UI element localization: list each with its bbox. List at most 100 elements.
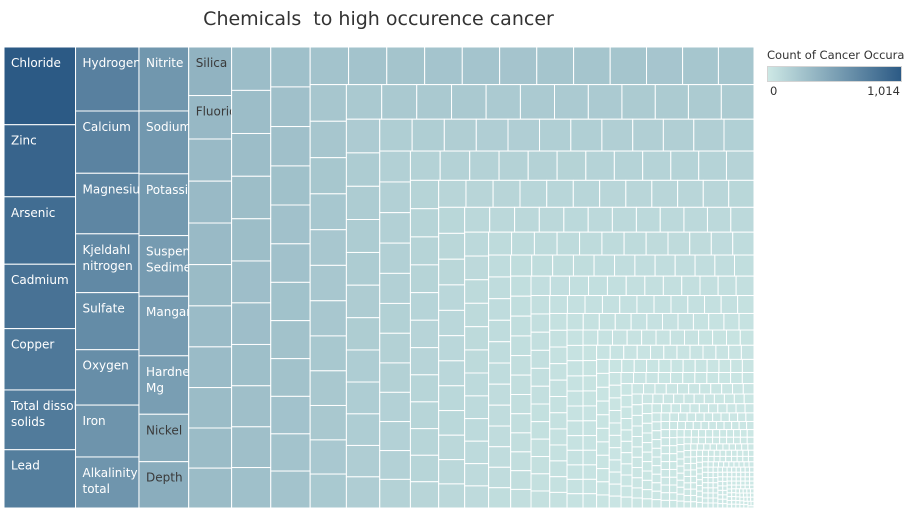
treemap-cell-unlabeled[interactable] xyxy=(582,449,598,466)
treemap-cell-unlabeled[interactable] xyxy=(707,455,715,463)
treemap-cell-unlabeled[interactable] xyxy=(596,358,610,374)
treemap-cell-unlabeled[interactable] xyxy=(652,393,664,405)
treemap-cell-unlabeled[interactable] xyxy=(714,254,735,277)
treemap-cell-unlabeled[interactable] xyxy=(631,414,643,427)
treemap-cell-unlabeled[interactable] xyxy=(601,295,621,314)
treemap-cell-unlabeled[interactable] xyxy=(549,312,568,331)
treemap-cell-unlabeled[interactable] xyxy=(566,464,584,480)
treemap-cell-unlabeled[interactable] xyxy=(723,312,740,331)
treemap-cell-unlabeled[interactable] xyxy=(510,254,533,277)
treemap-cell-unlabeled[interactable] xyxy=(712,471,719,479)
treemap-cell-unlabeled[interactable] xyxy=(492,179,521,208)
treemap-cell-unlabeled[interactable] xyxy=(188,180,233,224)
treemap-cell-unlabeled[interactable] xyxy=(531,254,554,277)
treemap-cell-unlabeled[interactable] xyxy=(661,403,672,414)
treemap-cell-unlabeled[interactable] xyxy=(231,47,272,91)
treemap-cell-unlabeled[interactable] xyxy=(718,461,725,468)
treemap-cell-unlabeled[interactable] xyxy=(608,447,622,461)
treemap-cell-unlabeled[interactable] xyxy=(631,456,643,469)
treemap-cell-unlabeled[interactable] xyxy=(539,118,572,152)
treemap-cell-unlabeled[interactable] xyxy=(660,420,671,431)
treemap-cell-unlabeled[interactable] xyxy=(726,403,737,414)
treemap-cell-unlabeled[interactable] xyxy=(631,487,643,499)
treemap-cell-unlabeled[interactable] xyxy=(650,344,665,360)
treemap-cell-unlabeled[interactable] xyxy=(704,295,722,314)
treemap-cell-unlabeled[interactable] xyxy=(572,254,595,277)
treemap-cell-unlabeled[interactable] xyxy=(735,488,741,494)
treemap-cell-unlabeled[interactable] xyxy=(731,503,737,508)
treemap-cell-unlabeled[interactable] xyxy=(510,295,532,317)
treemap-cell-unlabeled[interactable] xyxy=(705,429,714,438)
treemap-cell-unlabeled[interactable] xyxy=(676,444,685,453)
treemap-cell-unlabeled[interactable] xyxy=(740,471,746,478)
treemap-cell[interactable]: Sulfate xyxy=(75,292,140,351)
treemap-cell-unlabeled[interactable] xyxy=(345,444,381,478)
treemap-cell-unlabeled[interactable] xyxy=(270,281,311,322)
treemap-cell-unlabeled[interactable] xyxy=(345,118,381,154)
treemap-cell-unlabeled[interactable] xyxy=(188,467,233,508)
treemap-cell-unlabeled[interactable] xyxy=(716,443,724,451)
treemap-cell-unlabeled[interactable] xyxy=(651,499,662,508)
treemap-cell-unlabeled[interactable] xyxy=(641,432,653,444)
treemap-cell-unlabeled[interactable] xyxy=(657,371,672,385)
treemap-cell-unlabeled[interactable] xyxy=(733,436,741,445)
treemap-cell-unlabeled[interactable] xyxy=(717,494,724,500)
treemap-cell-unlabeled[interactable] xyxy=(438,483,466,508)
treemap-cell-unlabeled[interactable] xyxy=(345,349,381,383)
treemap-cell-unlabeled[interactable] xyxy=(698,429,707,438)
treemap-cell-unlabeled[interactable] xyxy=(701,461,709,468)
treemap-cell-unlabeled[interactable] xyxy=(566,344,584,362)
treemap-cell-unlabeled[interactable] xyxy=(608,434,622,449)
treemap-cell-unlabeled[interactable] xyxy=(549,491,568,508)
treemap-cell-unlabeled[interactable] xyxy=(665,383,679,395)
treemap-cell-unlabeled[interactable] xyxy=(695,412,705,422)
treemap-cell-unlabeled[interactable] xyxy=(464,302,490,328)
treemap-cell-unlabeled[interactable] xyxy=(465,179,494,208)
treemap-cell-unlabeled[interactable] xyxy=(620,418,633,431)
treemap-cell-unlabeled[interactable] xyxy=(667,231,691,256)
treemap-cell-unlabeled[interactable] xyxy=(188,138,233,182)
treemap-cell-unlabeled[interactable] xyxy=(731,466,737,473)
treemap-cell-unlabeled[interactable] xyxy=(669,453,678,463)
treemap-cell-unlabeled[interactable] xyxy=(499,47,538,86)
treemap-cell-unlabeled[interactable] xyxy=(669,329,685,346)
treemap-cell-unlabeled[interactable] xyxy=(728,412,739,422)
treemap-cell-unlabeled[interactable] xyxy=(549,460,568,478)
treemap-cell-unlabeled[interactable] xyxy=(488,425,512,448)
treemap-cell-unlabeled[interactable] xyxy=(717,498,724,505)
treemap-cell-unlabeled[interactable] xyxy=(750,492,754,498)
treemap-cell-unlabeled[interactable] xyxy=(549,346,568,365)
treemap-cell-unlabeled[interactable] xyxy=(620,485,633,498)
treemap-cell-unlabeled[interactable] xyxy=(690,436,699,445)
treemap-cell-unlabeled[interactable] xyxy=(654,383,667,395)
treemap-cell-unlabeled[interactable] xyxy=(582,375,598,392)
treemap-cell-unlabeled[interactable] xyxy=(566,449,584,466)
treemap-cell-unlabeled[interactable] xyxy=(692,312,710,331)
treemap-cell-unlabeled[interactable] xyxy=(651,421,662,432)
treemap-cell-unlabeled[interactable] xyxy=(694,371,708,385)
treemap-cell-unlabeled[interactable] xyxy=(651,179,679,208)
treemap-cell-unlabeled[interactable] xyxy=(749,471,754,478)
treemap-cell-unlabeled[interactable] xyxy=(701,497,709,504)
treemap-cell-unlabeled[interactable] xyxy=(726,499,733,505)
treemap-cell-unlabeled[interactable] xyxy=(566,478,584,495)
treemap-cell[interactable]: Zinc xyxy=(4,124,77,198)
treemap-cell-unlabeled[interactable] xyxy=(641,470,653,481)
treemap-cell-unlabeled[interactable] xyxy=(670,371,684,385)
treemap-cell-unlabeled[interactable] xyxy=(608,471,622,485)
treemap-cell-unlabeled[interactable] xyxy=(464,349,490,374)
treemap-cell-unlabeled[interactable] xyxy=(697,436,707,445)
treemap-cell-unlabeled[interactable] xyxy=(707,449,715,457)
treemap-cell-unlabeled[interactable] xyxy=(683,501,692,508)
treemap-cell-unlabeled[interactable] xyxy=(345,219,381,253)
treemap-cell-unlabeled[interactable] xyxy=(726,436,735,445)
treemap-cell-unlabeled[interactable] xyxy=(676,493,685,502)
treemap-cell-unlabeled[interactable] xyxy=(582,390,598,407)
treemap-cell-unlabeled[interactable] xyxy=(379,181,411,214)
treemap-cell-unlabeled[interactable] xyxy=(696,479,703,486)
treemap-cell-unlabeled[interactable] xyxy=(582,344,598,362)
treemap-cell-unlabeled[interactable] xyxy=(596,372,610,388)
treemap-cell-unlabeled[interactable] xyxy=(379,332,411,364)
treemap-cell-unlabeled[interactable] xyxy=(708,420,717,431)
treemap-cell-unlabeled[interactable] xyxy=(735,471,742,478)
